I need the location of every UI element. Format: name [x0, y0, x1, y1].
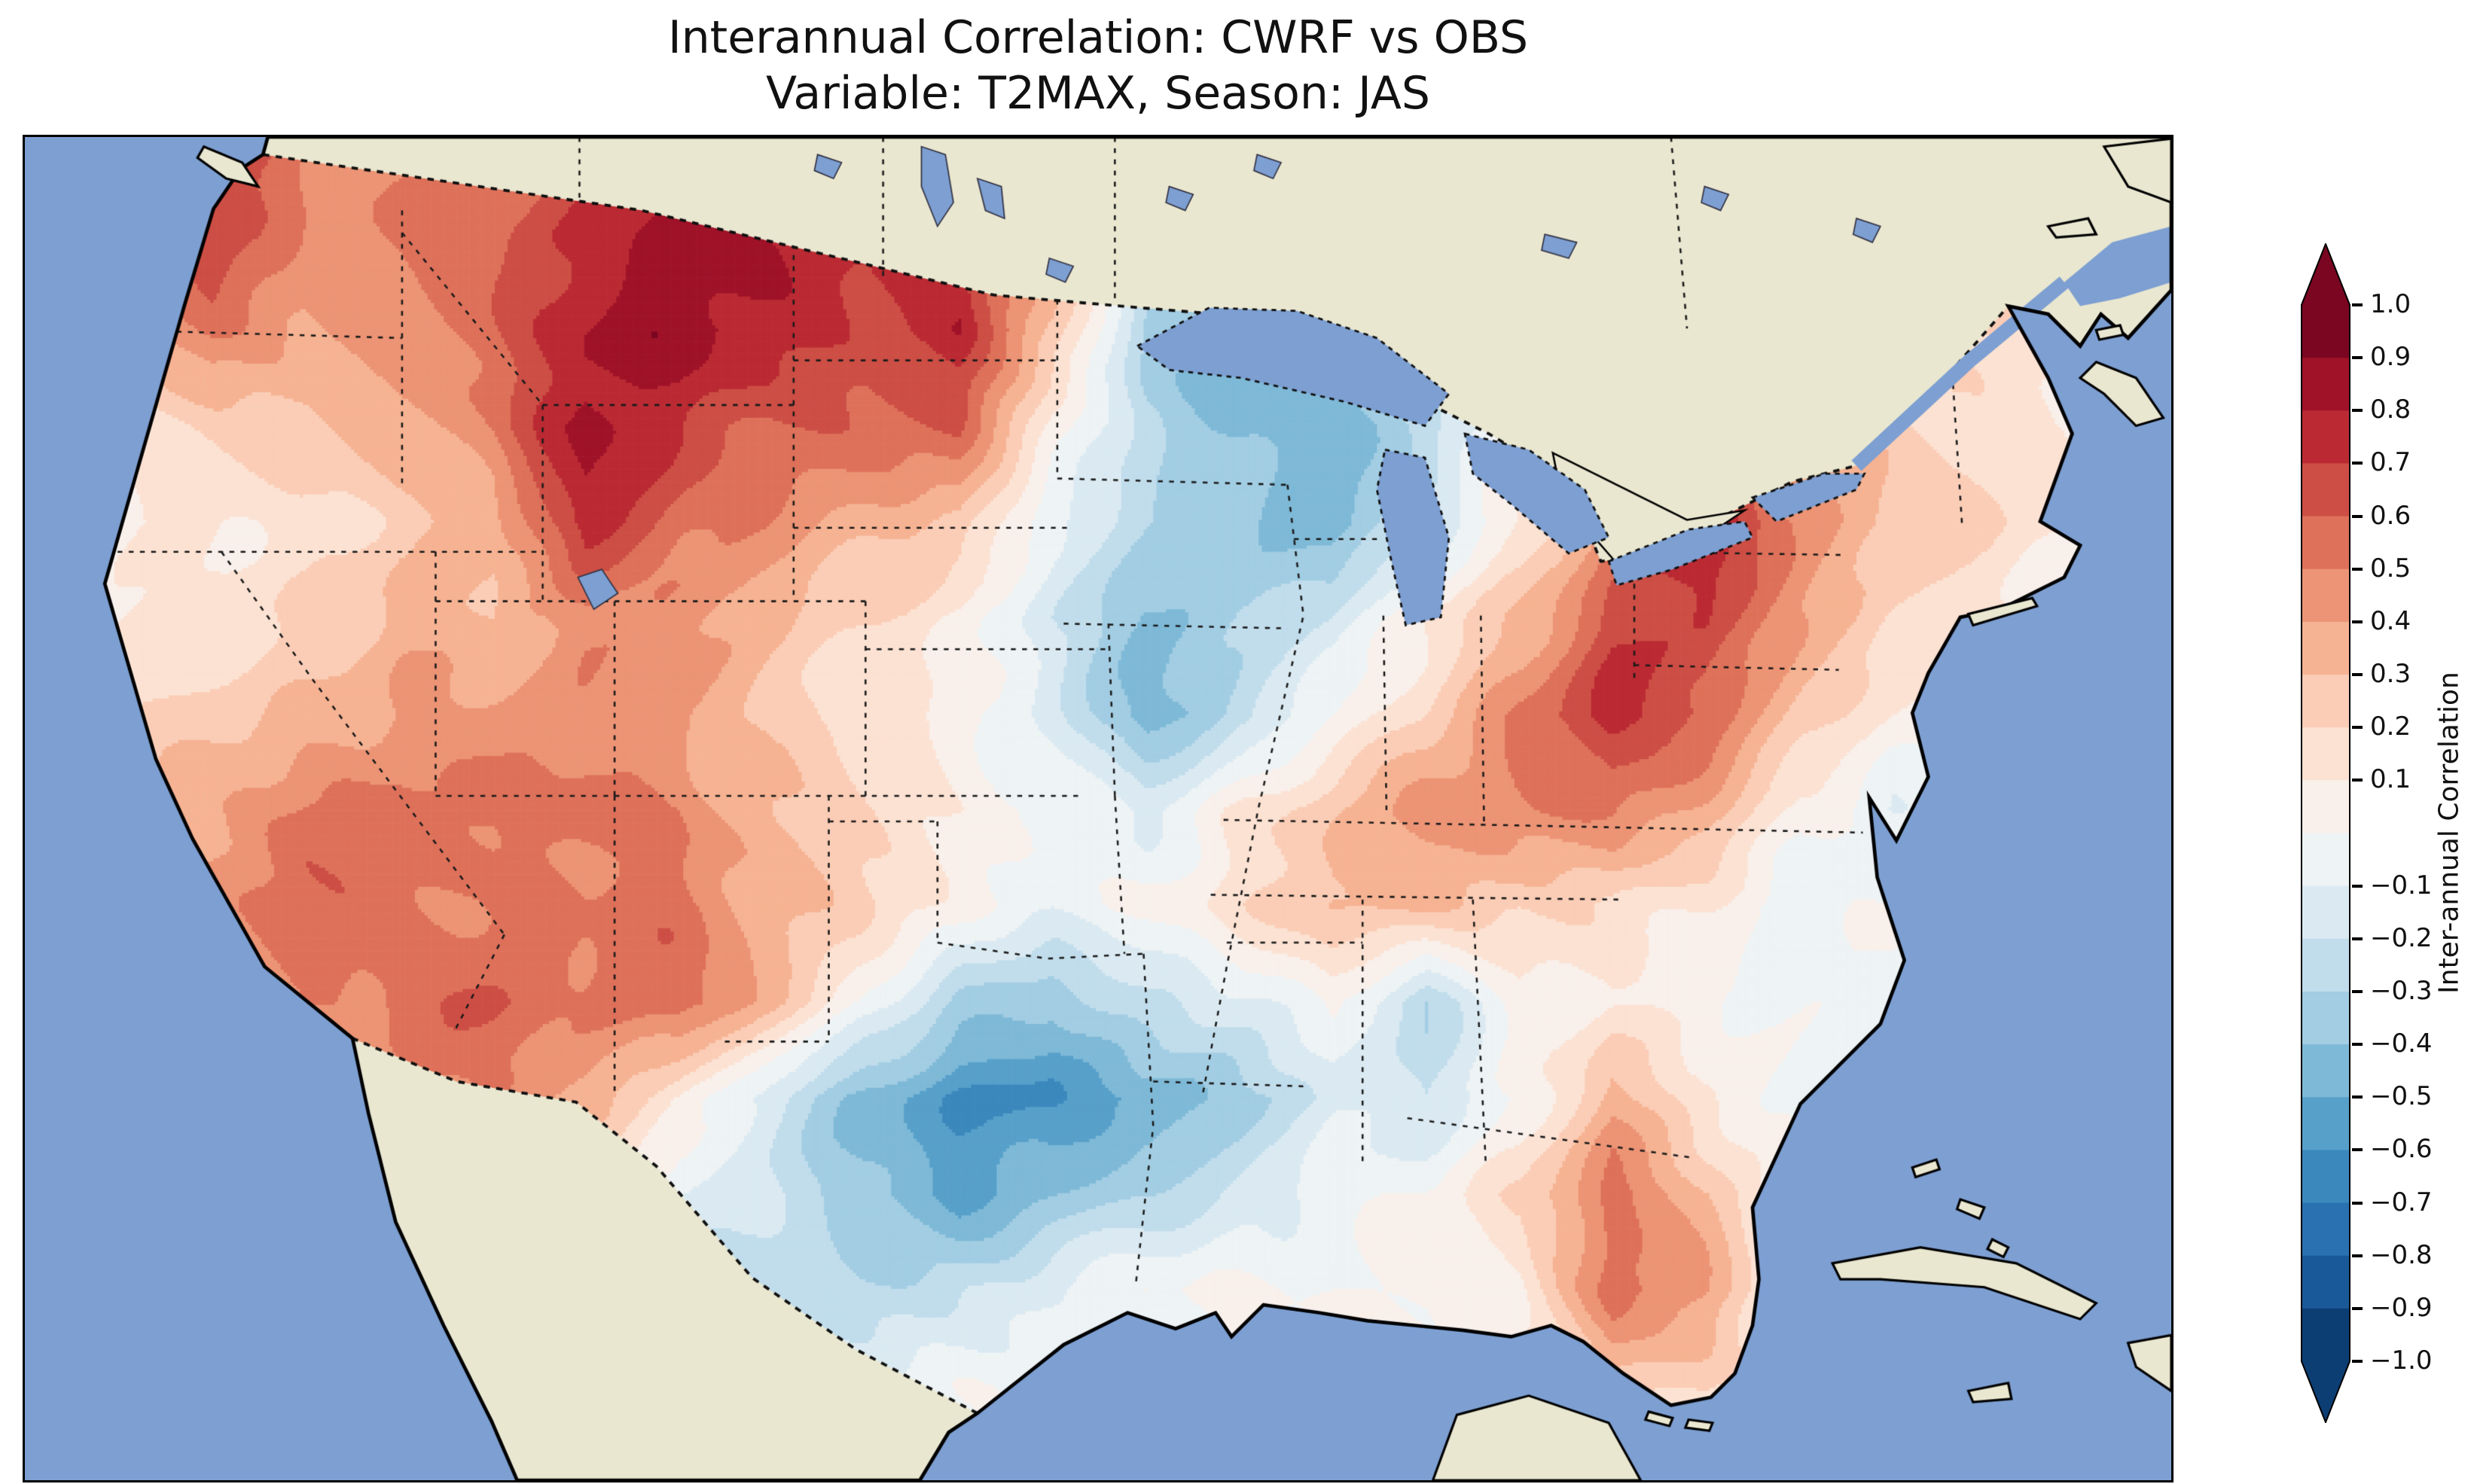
- colorbar-tickmark: [2352, 303, 2363, 306]
- colorbar-tickmark: [2352, 937, 2363, 940]
- colorbar-tickmark: [2352, 1148, 2363, 1152]
- colorbar-label: Inter-annual Correlation: [2433, 672, 2465, 994]
- colorbar-ticks: 1.0 0.9 0.8 0.7 0.6 0.5 0.4 0.3 0.2 0.1 −0.1 −0.2 −0…: [2352, 289, 2465, 1376]
- colorbar-tick-label: 0.7: [2370, 447, 2411, 478]
- colorbar-tickmark: [2352, 1306, 2363, 1310]
- colorbar-tick-label: 0.2: [2370, 712, 2411, 742]
- colorbar-tickmark: [2352, 462, 2363, 465]
- colorbar-tick-label: 0.6: [2370, 500, 2411, 531]
- colorbar-tickmark: [2352, 567, 2363, 571]
- colorbar-tick-label: −0.3: [2370, 975, 2433, 1006]
- colorbar-tick-label: −0.4: [2370, 1028, 2433, 1059]
- colorbar-tick-label: −0.6: [2370, 1134, 2433, 1165]
- colorbar-tickmark: [2352, 989, 2363, 993]
- map-axes: [23, 135, 2174, 1482]
- colorbar-tickmark: [2352, 620, 2363, 623]
- colorbar-tick-label: 0.4: [2370, 605, 2411, 636]
- colorbar-tick-label: −0.5: [2370, 1081, 2433, 1112]
- colorbar-tick-label: 0.9: [2370, 342, 2411, 373]
- colorbar-tick-label: −1.0: [2370, 1345, 2433, 1376]
- colorbar-tickmark: [2352, 1043, 2363, 1047]
- colorbar-tickmark: [2352, 779, 2363, 782]
- colorbar-tickmark: [2352, 1201, 2363, 1205]
- colorbar: [2301, 243, 2350, 1423]
- colorbar-tickmark: [2352, 884, 2363, 888]
- colorbar-tickmark: [2352, 1254, 2363, 1257]
- map-canvas: [25, 137, 2171, 1480]
- colorbar-tick-label: −0.7: [2370, 1187, 2433, 1217]
- colorbar-tickmark: [2352, 356, 2363, 360]
- figure-title-line1: Interannual Correlation: CWRF vs OBS: [667, 11, 1529, 64]
- figure-title-line2: Variable: T2MAX, Season: JAS: [766, 67, 1430, 120]
- colorbar-tickmark: [2352, 1360, 2363, 1363]
- colorbar-tick-label: 0.8: [2370, 395, 2411, 425]
- colorbar-tickmark: [2352, 673, 2363, 677]
- colorbar-tickmark: [2352, 726, 2363, 730]
- colorbar-tick-label: −0.8: [2370, 1239, 2433, 1270]
- colorbar-tick-label: 0.3: [2370, 659, 2411, 690]
- colorbar-tickmark: [2352, 514, 2363, 518]
- colorbar-tickmark: [2352, 409, 2363, 413]
- colorbar-tick-label: 0.5: [2370, 553, 2411, 584]
- colorbar-tick-label: 0.1: [2370, 764, 2411, 795]
- colorbar-tick-label: −0.9: [2370, 1292, 2433, 1323]
- colorbar-tick-label: −0.2: [2370, 922, 2433, 953]
- colorbar-tick-label: −0.1: [2370, 870, 2433, 900]
- colorbar-tick-label: 1.0: [2370, 289, 2411, 319]
- colorbar-tickmark: [2352, 1095, 2363, 1099]
